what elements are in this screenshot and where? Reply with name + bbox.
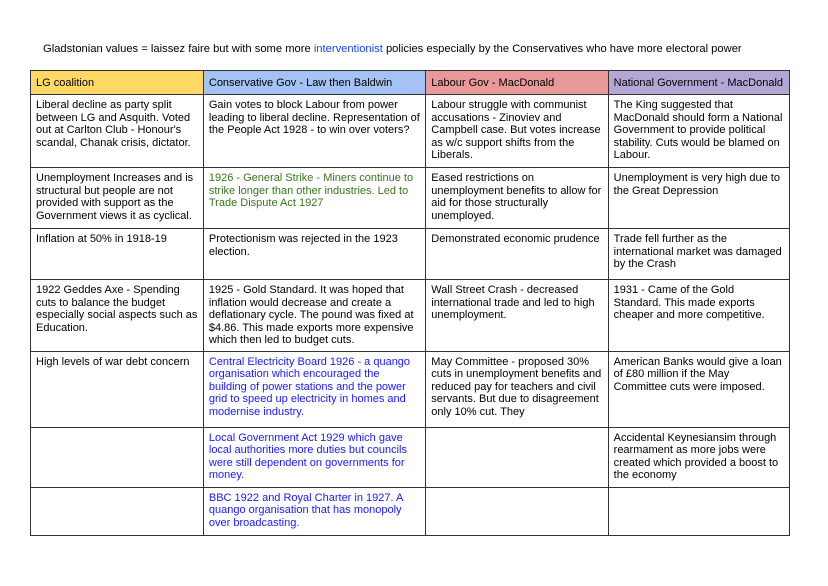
header-labour: Labour Gov - MacDonald xyxy=(425,70,609,95)
cell-conservative: Gain votes to block Labour from power le… xyxy=(202,94,427,168)
cell-conservative: 1925 - Gold Standard. It was hoped that … xyxy=(202,279,427,352)
cell-conservative: 1926 - General Strike - Miners continue … xyxy=(202,167,427,229)
cell-labour: Labour struggle with communist accusatio… xyxy=(425,94,609,168)
cell-labour xyxy=(425,486,609,536)
cell-lg-coalition xyxy=(30,486,204,536)
table-row: 1922 Geddes Axe - Spending cuts to balan… xyxy=(30,279,791,352)
cell-national: 1931 - Came of the Gold Standard. This m… xyxy=(607,279,791,352)
header-conservative: Conservative Gov - Law then Baldwin xyxy=(202,70,427,95)
table-row: Inflation at 50% in 1918-19 Protectionism… xyxy=(30,228,791,280)
cell-lg-coalition xyxy=(30,426,204,488)
intro-before: Gladstonian values = laissez faire but w… xyxy=(43,43,314,55)
cell-lg-coalition: High levels of war debt concern xyxy=(30,350,204,428)
cell-national: American Banks would give a loan of £80 … xyxy=(607,350,791,428)
cell-labour xyxy=(425,426,609,488)
cell-labour: May Committee - proposed 30% cuts in une… xyxy=(425,350,609,428)
table-row: Liberal decline as party split between L… xyxy=(30,94,791,168)
table-row: Local Government Act 1929 which gave loc… xyxy=(30,426,791,488)
cell-lg-coalition: Inflation at 50% in 1918-19 xyxy=(30,228,204,280)
cell-labour: Eased restrictions on unemployment benef… xyxy=(425,167,609,229)
table-row: Unemployment Increases and is structural… xyxy=(30,167,791,229)
comparison-table: LG coalition Conservative Gov - Law then… xyxy=(30,70,791,536)
cell-lg-coalition: Unemployment Increases and is structural… xyxy=(30,167,204,229)
cell-lg-coalition: 1922 Geddes Axe - Spending cuts to balan… xyxy=(30,279,204,352)
cell-conservative: Local Government Act 1929 which gave loc… xyxy=(202,426,427,488)
cell-lg-coalition: Liberal decline as party split between L… xyxy=(30,94,204,168)
header-national: National Government - MacDonald xyxy=(607,70,791,95)
cell-national: Unemployment is very high due to the Gre… xyxy=(607,167,791,229)
table-row: High levels of war debt concern Central E… xyxy=(30,350,791,428)
cell-conservative: Central Electricity Board 1926 - a quang… xyxy=(202,350,427,428)
cell-conservative: Protectionism was rejected in the 1923 e… xyxy=(202,228,427,280)
cell-labour: Demonstrated economic prudence xyxy=(425,228,609,280)
cell-national: The King suggested that MacDonald should… xyxy=(607,94,791,168)
header-row: LG coalition Conservative Gov - Law then… xyxy=(30,70,791,95)
cell-national: Accidental Keynesiansim through rearmame… xyxy=(607,426,791,488)
intro-highlight: interventionist xyxy=(313,43,383,55)
cell-national: Trade fell further as the international … xyxy=(607,228,791,280)
intro-after: policies especially by the Conservatives… xyxy=(382,43,742,55)
table-row: BBC 1922 and Royal Charter in 1927. A qu… xyxy=(30,486,791,536)
intro-text: Gladstonian values = laissez faire but w… xyxy=(43,43,742,55)
cell-labour: Wall Street Crash - decreased internatio… xyxy=(425,279,609,352)
header-lg-coalition: LG coalition xyxy=(30,70,204,95)
cell-national xyxy=(607,486,791,536)
cell-conservative: BBC 1922 and Royal Charter in 1927. A qu… xyxy=(202,486,427,536)
